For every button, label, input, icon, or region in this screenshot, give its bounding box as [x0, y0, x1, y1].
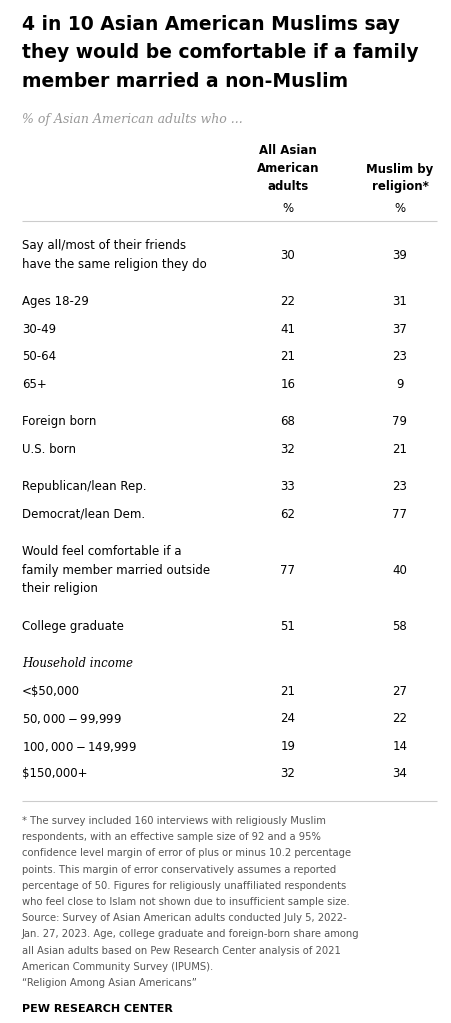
Text: $150,000+: $150,000+ [22, 767, 87, 781]
Text: member married a non-Muslim: member married a non-Muslim [22, 72, 347, 91]
Text: they would be comfortable if a family: they would be comfortable if a family [22, 44, 418, 62]
Text: 23: 23 [392, 481, 406, 493]
Text: 41: 41 [280, 323, 295, 336]
Text: Foreign born: Foreign born [22, 415, 96, 429]
Text: 22: 22 [280, 296, 295, 309]
Text: 51: 51 [280, 620, 295, 633]
Text: Democrat/lean Dem.: Democrat/lean Dem. [22, 508, 145, 521]
Text: 62: 62 [280, 508, 295, 521]
Text: 21: 21 [280, 351, 295, 363]
Text: PEW RESEARCH CENTER: PEW RESEARCH CENTER [22, 1005, 172, 1014]
Text: 21: 21 [391, 443, 407, 456]
Text: 32: 32 [280, 443, 295, 456]
Text: 30-49: 30-49 [22, 323, 56, 336]
Text: 16: 16 [280, 379, 295, 391]
Text: 58: 58 [392, 620, 406, 633]
Text: * The survey included 160 interviews with religiously Muslim: * The survey included 160 interviews wit… [22, 816, 325, 826]
Text: 22: 22 [391, 712, 407, 725]
Text: confidence level margin of error of plus or minus 10.2 percentage: confidence level margin of error of plus… [22, 848, 350, 858]
Text: 39: 39 [392, 249, 406, 262]
Text: 9: 9 [396, 379, 403, 391]
Text: their religion: their religion [22, 582, 98, 595]
Text: 37: 37 [392, 323, 406, 336]
Text: 33: 33 [280, 481, 295, 493]
Text: <$50,000: <$50,000 [22, 685, 80, 698]
Text: 40: 40 [392, 564, 406, 577]
Text: American Community Survey (IPUMS).: American Community Survey (IPUMS). [22, 962, 213, 972]
Text: 50-64: 50-64 [22, 351, 56, 363]
Text: Republican/lean Rep.: Republican/lean Rep. [22, 481, 146, 493]
Text: religion*: religion* [371, 180, 428, 193]
Text: 19: 19 [280, 740, 295, 753]
Text: 14: 14 [391, 740, 407, 753]
Text: Household income: Household income [22, 658, 133, 670]
Text: American: American [256, 163, 318, 176]
Text: adults: adults [267, 180, 308, 193]
Text: %: % [394, 203, 405, 216]
Text: percentage of 50. Figures for religiously unaffiliated respondents: percentage of 50. Figures for religiousl… [22, 881, 345, 891]
Text: Muslim by: Muslim by [366, 163, 433, 176]
Text: % of Asian American adults who ...: % of Asian American adults who ... [22, 113, 242, 126]
Text: Say all/most of their friends: Say all/most of their friends [22, 239, 186, 253]
Text: 24: 24 [280, 712, 295, 725]
Text: 4 in 10 Asian American Muslims say: 4 in 10 Asian American Muslims say [22, 15, 399, 34]
Text: family member married outside: family member married outside [22, 564, 210, 577]
Text: 65+: 65+ [22, 379, 46, 391]
Text: Would feel comfortable if a: Would feel comfortable if a [22, 545, 181, 559]
Text: U.S. born: U.S. born [22, 443, 76, 456]
Text: All Asian: All Asian [258, 144, 316, 158]
Text: Source: Survey of Asian American adults conducted July 5, 2022-: Source: Survey of Asian American adults … [22, 914, 346, 923]
Text: 34: 34 [392, 767, 406, 781]
Text: $100,000-$149,999: $100,000-$149,999 [22, 740, 137, 754]
Text: Jan. 27, 2023. Age, college graduate and foreign-born share among: Jan. 27, 2023. Age, college graduate and… [22, 930, 359, 939]
Text: $50,000-$99,999: $50,000-$99,999 [22, 712, 122, 726]
Text: 79: 79 [391, 415, 407, 429]
Text: Ages 18-29: Ages 18-29 [22, 296, 89, 309]
Text: all Asian adults based on Pew Research Center analysis of 2021: all Asian adults based on Pew Research C… [22, 945, 340, 955]
Text: respondents, with an effective sample size of 92 and a 95%: respondents, with an effective sample si… [22, 832, 320, 842]
Text: points. This margin of error conservatively assumes a reported: points. This margin of error conservativ… [22, 864, 336, 875]
Text: 32: 32 [280, 767, 295, 781]
Text: 31: 31 [392, 296, 406, 309]
Text: 68: 68 [280, 415, 295, 429]
Text: 23: 23 [392, 351, 406, 363]
Text: 77: 77 [280, 564, 295, 577]
Text: have the same religion they do: have the same religion they do [22, 258, 206, 271]
Text: College graduate: College graduate [22, 620, 124, 633]
Text: 27: 27 [391, 685, 407, 698]
Text: %: % [282, 203, 293, 216]
Text: 21: 21 [280, 685, 295, 698]
Text: 30: 30 [280, 249, 295, 262]
Text: who feel close to Islam not shown due to insufficient sample size.: who feel close to Islam not shown due to… [22, 897, 349, 907]
Text: “Religion Among Asian Americans”: “Religion Among Asian Americans” [22, 978, 197, 988]
Text: 77: 77 [391, 508, 407, 521]
